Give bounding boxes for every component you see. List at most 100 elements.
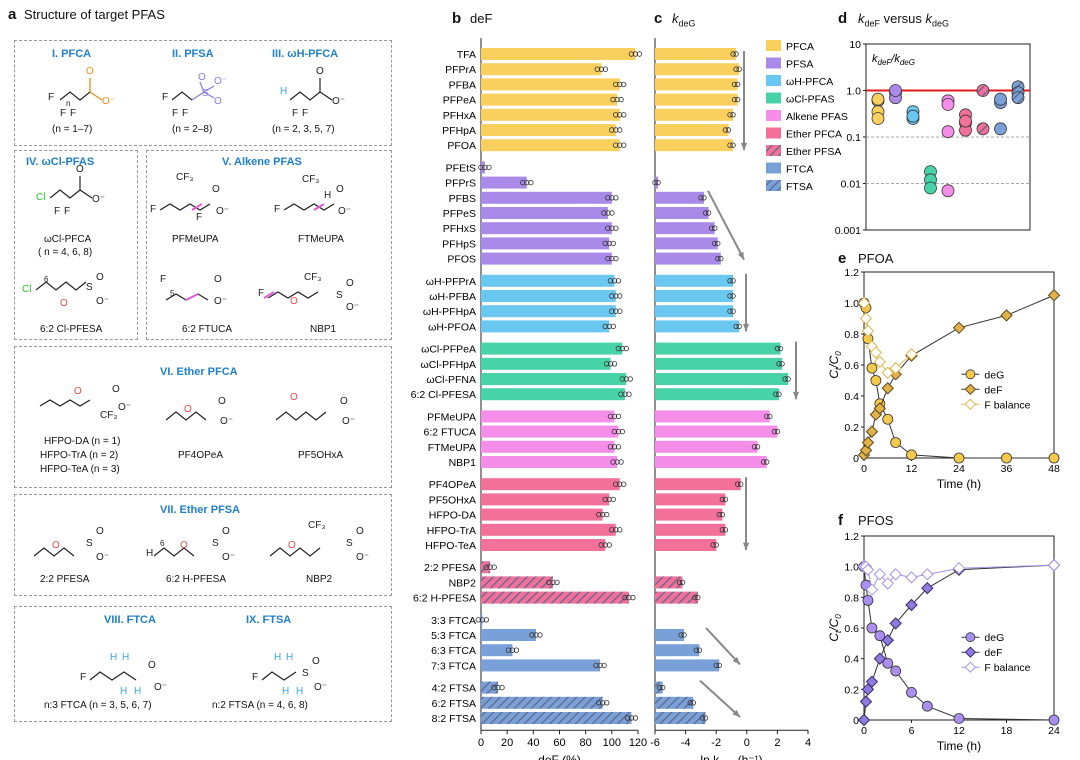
- c-bar: [655, 191, 704, 204]
- atom-label: 6: [44, 275, 49, 284]
- caption-62hpfesa: 6:2 H-PFESA: [166, 574, 227, 585]
- c-replicate-point: [679, 579, 686, 586]
- f-ylabel-c0: /C: [827, 618, 841, 631]
- b-replicate-point: [602, 496, 608, 503]
- c-trend-arrow: [699, 679, 741, 718]
- b-replicate-point: [614, 96, 620, 103]
- d-point: [1011, 91, 1025, 105]
- c-replicate-point: [736, 323, 742, 330]
- bond-double: [313, 203, 325, 211]
- section-box-row1: [14, 40, 392, 146]
- bond: [269, 547, 321, 557]
- panel-a-letter: a: [8, 6, 17, 23]
- c-bar: [655, 456, 767, 468]
- e-ylabel-t: t: [834, 367, 843, 370]
- b-replicate-point: [611, 444, 618, 450]
- c-replicate-point: [733, 66, 739, 72]
- bond-double: [185, 293, 199, 301]
- b-replicate-point: [595, 511, 602, 518]
- caption-62clpfesa: 6:2 Cl-PFESA: [40, 324, 103, 335]
- c-legend-swatch: [766, 127, 781, 139]
- e-point: [865, 425, 879, 438]
- e-ylabel-c0: /C: [827, 355, 841, 368]
- c-replicate-point: [734, 96, 741, 103]
- f-x-tick-label: 24: [1048, 725, 1060, 737]
- b-replicate-point: [619, 376, 625, 382]
- e-legend-label: deG: [984, 369, 1004, 381]
- c-replicate-point: [767, 413, 773, 420]
- b-replicate-point: [605, 255, 611, 262]
- b-bar: [481, 456, 618, 468]
- b-replicate-point: [505, 647, 512, 653]
- atom-label: F: [252, 672, 258, 683]
- f-point: [866, 622, 878, 634]
- c-replicate-point: [731, 81, 738, 88]
- caption-hfpoda: HFPO-DA (n = 1): [44, 436, 121, 447]
- f-point: [889, 617, 902, 630]
- c-bar: [655, 712, 706, 724]
- b-replicate-point: [613, 255, 619, 262]
- atom-label: S: [86, 282, 93, 293]
- b-category-label: 2:2 PFESA: [424, 562, 476, 574]
- e-point: [890, 437, 902, 448]
- c-bar: [655, 629, 685, 641]
- c-replicate-point: [776, 391, 782, 397]
- b-replicate-point: [537, 632, 543, 638]
- b-replicate-point: [609, 127, 615, 133]
- f-point: [861, 563, 875, 576]
- c-trend-arrow: [707, 190, 745, 261]
- f-y-tick-label: 1.0: [844, 562, 859, 574]
- f-point: [921, 581, 934, 595]
- c-bar: [655, 440, 758, 453]
- c-legend-swatch: [766, 40, 781, 51]
- atom-label: O⁻: [342, 416, 355, 427]
- b-replicate-point: [613, 527, 619, 533]
- b-replicate-point: [605, 225, 611, 231]
- atom-label: O: [214, 96, 222, 107]
- c-bar: [655, 93, 738, 106]
- c-tick-label: 2: [774, 737, 780, 749]
- f-legend-marker: [965, 632, 976, 643]
- b-bar: [481, 493, 610, 506]
- c-bar: [655, 523, 726, 536]
- c-replicate-point: [727, 308, 733, 314]
- bond: [261, 671, 297, 681]
- b-replicate-point: [617, 127, 623, 133]
- b-category-label: 4:2 FTSA: [432, 683, 476, 695]
- atom-label: F: [182, 108, 188, 119]
- atom-label: O: [52, 540, 60, 551]
- atom-label: F: [196, 212, 202, 223]
- c-legend-label: FTCA: [786, 164, 813, 176]
- c-replicate-point: [763, 459, 770, 465]
- d-point: [941, 184, 955, 198]
- panel-b-letter: b: [452, 10, 462, 27]
- e-y-tick-label: 0: [853, 453, 859, 465]
- atom-label: S: [346, 538, 353, 549]
- b-tick-label: 20: [501, 737, 513, 749]
- atom-label: H: [282, 686, 289, 697]
- f-point: [1048, 714, 1060, 726]
- atom-label: 5: [170, 289, 175, 298]
- f-y-tick-label: 0.2: [844, 684, 859, 696]
- b-replicate-point: [630, 594, 636, 601]
- e-point: [866, 362, 878, 374]
- atom-label: O⁻: [102, 96, 115, 107]
- c-bar: [655, 478, 741, 491]
- b-category-label: PFPrA: [445, 64, 476, 76]
- f-legend-label: deF: [984, 647, 1002, 659]
- b-category-label: 6:2 Cl-PFESA: [411, 389, 476, 401]
- b-category-label: PFBS: [449, 193, 476, 205]
- e-point: [906, 449, 917, 461]
- caption-pfsa: (n = 2–8): [172, 124, 213, 135]
- b-tick-label: 40: [527, 737, 539, 749]
- b-replicate-point: [607, 361, 614, 367]
- section-title-ftca: VIII. FTCA: [104, 614, 156, 626]
- b-category-label: PFHxS: [443, 223, 476, 235]
- c-replicate-point: [773, 391, 779, 397]
- b-replicate-point: [612, 81, 619, 88]
- panel-f-letter: f: [838, 512, 843, 529]
- f-series-line: [863, 566, 1055, 721]
- c-replicate-point: [730, 112, 736, 118]
- b-replicate-point: [612, 142, 619, 148]
